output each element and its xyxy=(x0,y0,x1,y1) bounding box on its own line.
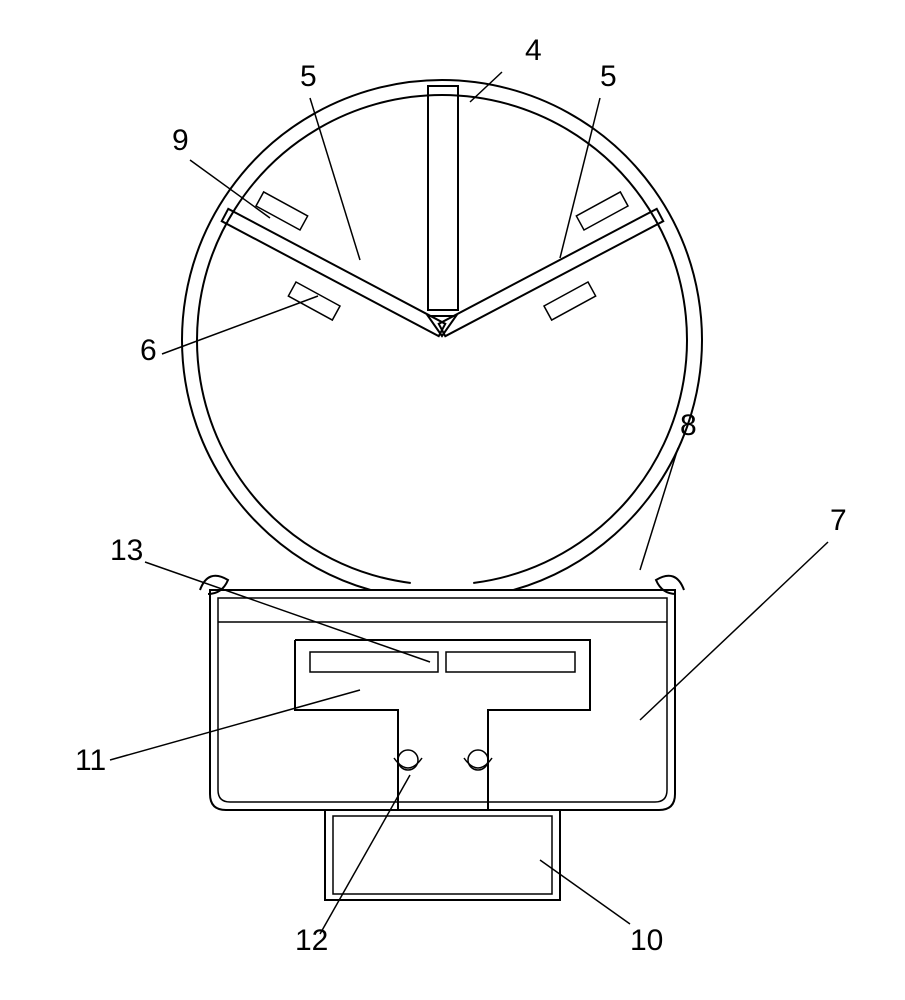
label-10: 10 xyxy=(630,924,663,957)
bracket-right-upper xyxy=(576,192,628,230)
base-outer xyxy=(210,590,675,810)
label-13: 13 xyxy=(110,534,143,567)
label-4: 4 xyxy=(525,34,542,67)
curl-right xyxy=(656,576,684,594)
leader-7 xyxy=(640,542,828,720)
label-11: 11 xyxy=(75,744,106,777)
pedestal-inner xyxy=(333,816,552,894)
leader-8 xyxy=(640,448,678,570)
label-8: 8 xyxy=(680,409,697,442)
label-5: 5 xyxy=(300,60,317,93)
leader-13 xyxy=(145,562,430,662)
inner-bar-right xyxy=(446,652,575,672)
base-inner xyxy=(218,598,667,802)
center-column xyxy=(428,86,458,310)
dome-inner xyxy=(197,95,687,583)
bracket-right-lower xyxy=(544,282,596,320)
leader-5 xyxy=(560,98,600,258)
v-arm-right xyxy=(439,209,664,336)
bracket-left-lower xyxy=(288,282,340,320)
ball-right xyxy=(468,750,488,770)
leader-10 xyxy=(540,860,630,924)
inner-bar-left xyxy=(310,652,438,672)
curl-left xyxy=(200,576,228,594)
label-7: 7 xyxy=(830,504,847,537)
pedestal-outer xyxy=(325,810,560,900)
label-12: 12 xyxy=(295,924,328,957)
ball-left xyxy=(398,750,418,770)
t-cavity xyxy=(295,640,590,810)
bracket-left-upper xyxy=(256,192,308,230)
leader-5 xyxy=(310,98,360,260)
leader-11 xyxy=(110,690,360,760)
label-5: 5 xyxy=(600,60,617,93)
label-6: 6 xyxy=(140,334,157,367)
leader-4 xyxy=(470,72,502,102)
label-9: 9 xyxy=(172,124,189,157)
